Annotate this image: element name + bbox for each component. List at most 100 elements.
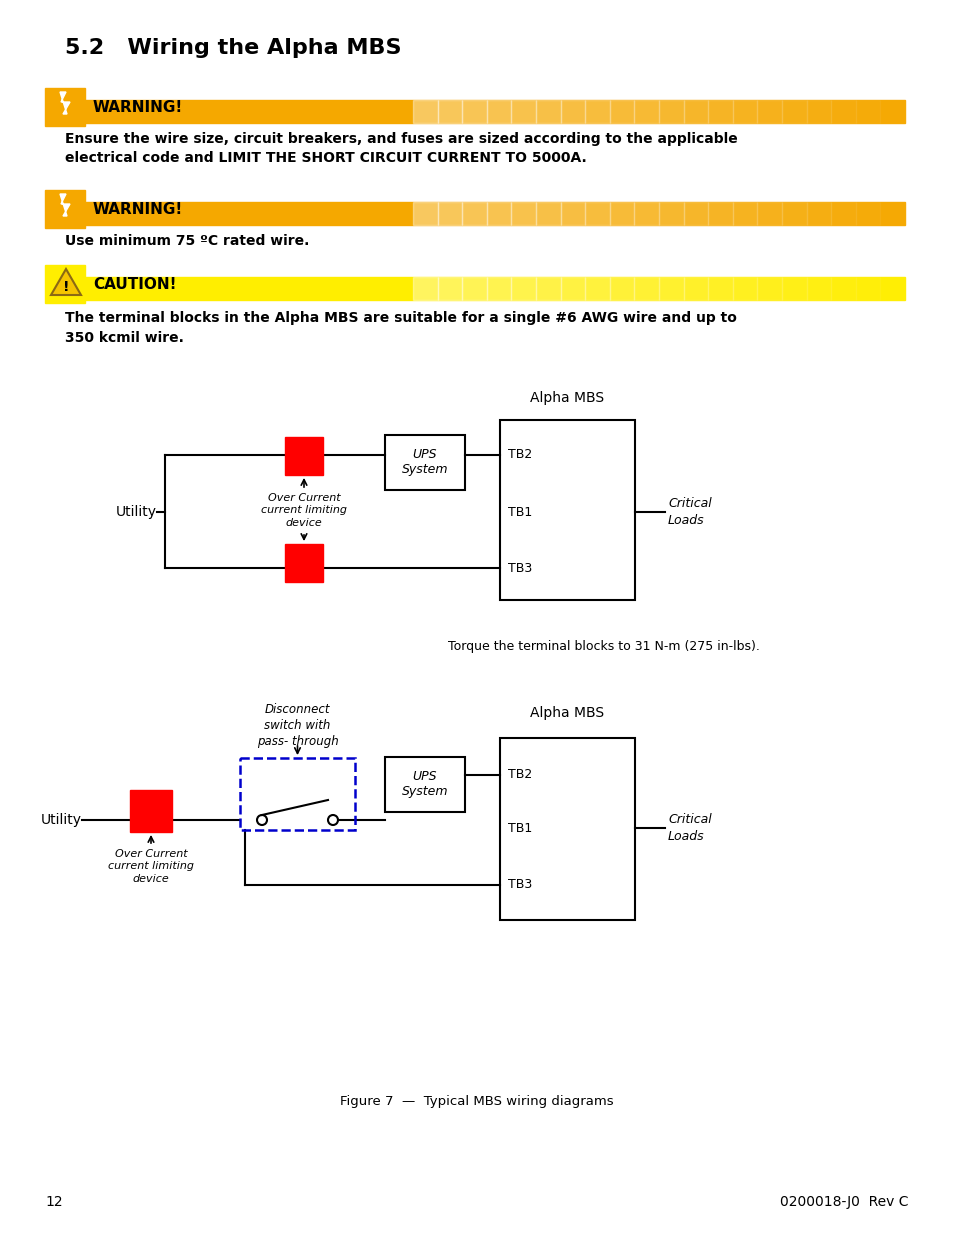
Text: UPS
System: UPS System: [401, 448, 448, 477]
Bar: [560, 203, 584, 225]
Bar: [757, 100, 781, 124]
Bar: [45, 266, 85, 303]
Bar: [385, 757, 464, 811]
Bar: [437, 100, 461, 124]
Bar: [437, 277, 461, 300]
Bar: [240, 758, 355, 830]
Bar: [413, 277, 437, 300]
Text: TB1: TB1: [507, 821, 532, 835]
Bar: [584, 100, 609, 124]
Bar: [413, 203, 437, 225]
Text: Utility: Utility: [41, 813, 82, 827]
Polygon shape: [60, 91, 70, 114]
Bar: [880, 203, 904, 225]
Text: Figure 7  —  Typical MBS wiring diagrams: Figure 7 — Typical MBS wiring diagrams: [340, 1095, 613, 1108]
Bar: [781, 277, 805, 300]
Bar: [880, 277, 904, 300]
Text: Utility: Utility: [116, 505, 157, 519]
Text: Torque the terminal blocks to 31 N-m (275 in-lbs).: Torque the terminal blocks to 31 N-m (27…: [448, 640, 760, 653]
Bar: [486, 277, 511, 300]
Bar: [511, 100, 536, 124]
Text: WARNING!: WARNING!: [92, 100, 183, 115]
Bar: [781, 203, 805, 225]
Text: Alpha MBS: Alpha MBS: [530, 706, 604, 720]
Text: Over Current
current limiting
device: Over Current current limiting device: [108, 848, 193, 884]
Bar: [781, 100, 805, 124]
Bar: [732, 277, 757, 300]
Bar: [683, 100, 707, 124]
Bar: [634, 203, 659, 225]
Bar: [659, 277, 683, 300]
Text: Critical
Loads: Critical Loads: [667, 813, 711, 844]
Bar: [130, 790, 172, 832]
Bar: [45, 190, 85, 228]
Bar: [855, 203, 880, 225]
Bar: [511, 203, 536, 225]
Text: TB3: TB3: [507, 878, 532, 892]
Text: Use minimum 75 ºC rated wire.: Use minimum 75 ºC rated wire.: [65, 233, 309, 248]
Bar: [486, 203, 511, 225]
Bar: [461, 100, 486, 124]
Text: 12: 12: [45, 1195, 63, 1209]
Bar: [499, 739, 635, 920]
Bar: [707, 277, 732, 300]
Text: Over Current
current limiting
device: Over Current current limiting device: [261, 493, 347, 527]
Bar: [634, 277, 659, 300]
Text: !: !: [63, 280, 70, 294]
Bar: [707, 203, 732, 225]
Bar: [805, 277, 830, 300]
Bar: [413, 100, 437, 124]
Bar: [45, 88, 85, 126]
Text: The terminal blocks in the Alpha MBS are suitable for a single #6 AWG wire and u: The terminal blocks in the Alpha MBS are…: [65, 311, 736, 345]
Bar: [560, 100, 584, 124]
Bar: [536, 203, 560, 225]
Bar: [805, 203, 830, 225]
Bar: [683, 203, 707, 225]
Bar: [461, 277, 486, 300]
Bar: [855, 277, 880, 300]
Bar: [659, 203, 683, 225]
Text: WARNING!: WARNING!: [92, 203, 183, 217]
Text: Ensure the wire size, circuit breakers, and fuses are sized according to the app: Ensure the wire size, circuit breakers, …: [65, 132, 737, 165]
Bar: [732, 100, 757, 124]
Bar: [85, 277, 904, 300]
Bar: [560, 277, 584, 300]
Bar: [584, 277, 609, 300]
Polygon shape: [60, 194, 70, 216]
Bar: [757, 203, 781, 225]
Bar: [880, 100, 904, 124]
Text: Critical
Loads: Critical Loads: [667, 496, 711, 527]
Polygon shape: [51, 269, 81, 295]
Bar: [830, 100, 855, 124]
Bar: [437, 203, 461, 225]
Bar: [634, 100, 659, 124]
Text: UPS
System: UPS System: [401, 771, 448, 799]
Bar: [499, 420, 635, 600]
Text: TB2: TB2: [507, 448, 532, 462]
Bar: [757, 277, 781, 300]
Text: 0200018-J0  Rev C: 0200018-J0 Rev C: [780, 1195, 908, 1209]
Bar: [584, 203, 609, 225]
Bar: [683, 277, 707, 300]
Text: Disconnect
switch with
pass- through: Disconnect switch with pass- through: [256, 703, 338, 748]
Bar: [707, 100, 732, 124]
Bar: [830, 203, 855, 225]
Bar: [285, 437, 323, 475]
Bar: [85, 203, 904, 225]
Bar: [385, 435, 464, 490]
Bar: [285, 543, 323, 582]
Bar: [609, 203, 634, 225]
Bar: [536, 277, 560, 300]
Text: CAUTION!: CAUTION!: [92, 277, 176, 291]
Text: Alpha MBS: Alpha MBS: [530, 391, 604, 405]
Bar: [85, 100, 904, 124]
Text: TB3: TB3: [507, 562, 532, 574]
Bar: [830, 277, 855, 300]
Text: 5.2   Wiring the Alpha MBS: 5.2 Wiring the Alpha MBS: [65, 38, 401, 58]
Bar: [805, 100, 830, 124]
Text: TB2: TB2: [507, 768, 532, 782]
Bar: [486, 100, 511, 124]
Bar: [659, 100, 683, 124]
Bar: [855, 100, 880, 124]
Bar: [511, 277, 536, 300]
